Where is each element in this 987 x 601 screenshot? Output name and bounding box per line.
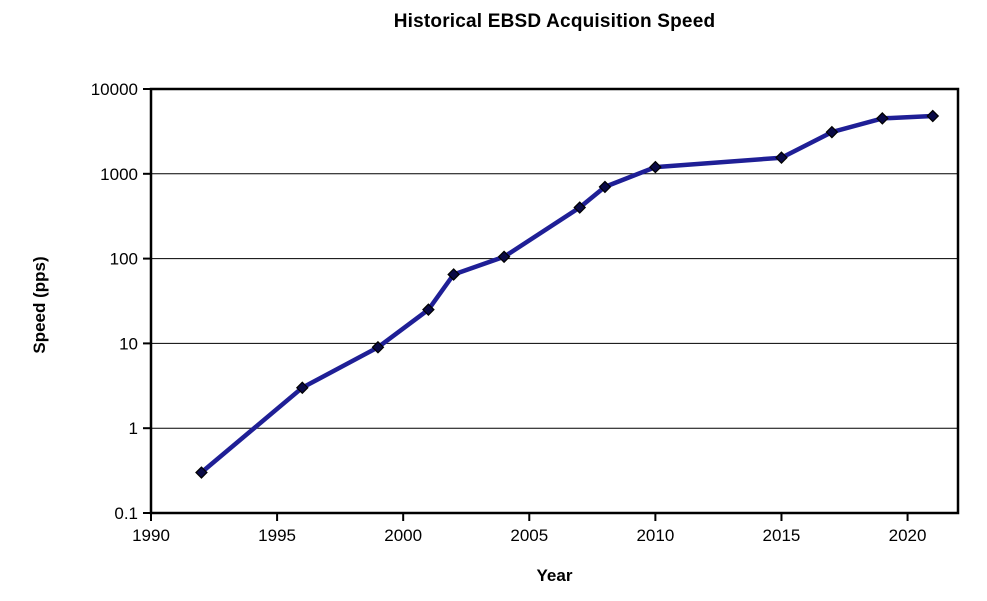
data-point-marker bbox=[825, 125, 839, 139]
y-tick-label: 100 bbox=[110, 250, 138, 269]
data-point-marker bbox=[447, 268, 460, 281]
x-tick-label: 1995 bbox=[258, 526, 296, 545]
data-point-marker bbox=[295, 381, 309, 395]
x-tick-label: 2000 bbox=[384, 526, 422, 545]
x-axis-title: Year bbox=[536, 566, 573, 585]
data-point-marker bbox=[649, 160, 662, 174]
y-tick-label: 10000 bbox=[91, 80, 138, 99]
data-point-marker bbox=[598, 180, 612, 194]
plot-border bbox=[149, 87, 960, 515]
x-tick-label: 2015 bbox=[763, 526, 801, 545]
x-tick-label: 2020 bbox=[889, 526, 927, 545]
x-tick-label: 1990 bbox=[132, 526, 170, 545]
data-point-marker bbox=[775, 151, 788, 165]
y-tick-label: 0.1 bbox=[114, 504, 138, 523]
data-point-marker bbox=[422, 303, 435, 317]
x-tick-label: 2010 bbox=[636, 526, 674, 545]
y-tick-label: 1000 bbox=[100, 165, 138, 184]
x-tick-label: 2005 bbox=[510, 526, 548, 545]
data-series-line bbox=[199, 113, 936, 475]
data-point-marker bbox=[875, 112, 889, 125]
data-point-marker bbox=[371, 340, 385, 354]
y-tick-label: 10 bbox=[119, 334, 138, 353]
chart-title: Historical EBSD Acquisition Speed bbox=[393, 11, 716, 32]
data-point-marker bbox=[497, 250, 511, 264]
data-point-marker bbox=[195, 466, 208, 479]
data-point-marker bbox=[926, 109, 940, 123]
data-point-marker bbox=[573, 201, 587, 214]
y-tick-label: 1 bbox=[129, 419, 138, 438]
